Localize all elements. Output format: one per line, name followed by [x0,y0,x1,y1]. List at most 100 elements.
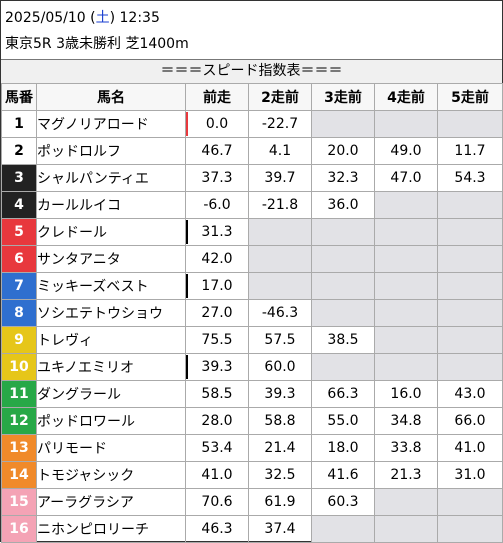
speed-index-value: 41.6 [327,467,359,483]
speed-index-value: 39.3 [264,386,296,402]
speed-index-value: 54.3 [454,170,486,186]
speed-index-value: 41.0 [201,467,233,483]
speed-index-cell [311,218,375,246]
speed-index-cell: 55.0 [311,407,375,435]
header-3-races-ago: 3走前 [311,83,375,111]
speed-index-value: 42.0 [201,251,233,267]
table-row: 16 ニホンピロリーチ 46.3 37.4 [1,515,503,543]
table-row: 11 ダングラール 58.5 39.3 66.3 16.0 43.0 [1,380,503,408]
horse-name-cell: シャルパンティエ [36,164,186,192]
speed-index-value: 20.0 [327,143,359,159]
table-row: 1 マグノリアロード 0.0 -22.7 [1,110,503,138]
speed-index-cell: 61.9 [248,488,312,516]
table-header-row: 馬番 馬名 前走 2走前 3走前 4走前 5走前 [1,83,503,111]
speed-index-cell: 39.3 [248,380,312,408]
table-row: 7 ミッキーズベスト 17.0 [1,272,503,300]
speed-index-cell [374,299,438,327]
umaban-cell: 12 [1,407,37,435]
header-4-races-ago: 4走前 [374,83,438,111]
speed-index-cell [437,515,503,543]
table-row: 13 パリモード 53.4 21.4 18.0 33.8 41.0 [1,434,503,462]
speed-index-cell [374,110,438,138]
table-row: 9 トレヴィ 75.5 57.5 38.5 [1,326,503,354]
speed-index-value: 53.4 [201,440,233,456]
speed-index-cell: 37.3 [185,164,249,192]
table-banner: ＝＝＝スピード指数表＝＝＝ [1,59,502,84]
speed-index-cell: 31.0 [437,461,503,489]
speed-index-cell: 46.7 [185,137,249,165]
speed-index-value: -46.3 [261,305,299,321]
horse-name-cell: ソシエテトウショウ [36,299,186,327]
date-text: 2025/05/10 ( [5,10,96,26]
speed-index-value: 66.0 [454,413,486,429]
umaban-cell: 10 [1,353,37,381]
umaban-cell: 4 [1,191,37,219]
speed-index-cell: 37.4 [248,515,312,543]
table-row: 14 トモジャシック 41.0 32.5 41.6 21.3 31.0 [1,461,503,489]
header-2-races-ago: 2走前 [248,83,312,111]
speed-index-value: 49.0 [390,143,422,159]
speed-index-value: 27.0 [201,305,233,321]
umaban-cell: 8 [1,299,37,327]
speed-index-value: 36.0 [327,197,359,213]
speed-index-cell: 0.0 [185,110,249,138]
speed-index-value: 32.3 [327,170,359,186]
speed-index-cell: 60.3 [311,488,375,516]
speed-index-value: 21.3 [390,467,422,483]
umaban-cell: 6 [1,245,37,273]
speed-index-cell [374,245,438,273]
speed-index-value: 31.3 [201,224,233,240]
speed-index-cell: -46.3 [248,299,312,327]
table-row: 15 アーラグラシア 70.6 61.9 60.3 [1,488,503,516]
speed-index-cell: 11.7 [437,137,503,165]
speed-index-cell: 41.0 [437,434,503,462]
speed-index-cell [248,218,312,246]
umaban-cell: 11 [1,380,37,408]
speed-index-cell [311,272,375,300]
speed-index-cell: 38.5 [311,326,375,354]
speed-index-cell: 4.1 [248,137,312,165]
speed-index-value: 47.0 [390,170,422,186]
speed-index-cell [311,245,375,273]
speed-index-cell: 70.6 [185,488,249,516]
speed-index-cell: 33.8 [374,434,438,462]
speed-index-cell [437,326,503,354]
umaban-cell: 3 [1,164,37,192]
speed-index-cell: 58.5 [185,380,249,408]
horse-name-cell: ミッキーズベスト [36,272,186,300]
speed-index-cell: 21.3 [374,461,438,489]
speed-index-cell [437,110,503,138]
umaban-cell: 14 [1,461,37,489]
speed-index-cell: 46.3 [185,515,249,543]
weekday-text: 土 [95,10,110,26]
speed-index-value: 46.3 [201,521,233,537]
speed-index-cell: 21.4 [248,434,312,462]
horse-name-cell: ポッドロルフ [36,137,186,165]
umaban-cell: 15 [1,488,37,516]
speed-index-value: 61.9 [264,494,296,510]
speed-index-cell: 17.0 [185,272,249,300]
speed-index-cell [311,515,375,543]
table-row: 4 カールルイコ -6.0 -21.8 36.0 [1,191,503,219]
race-datetime: 2025/05/10 (土) 12:35 [5,7,160,27]
horse-name-cell: アーラグラシア [36,488,186,516]
header-umaban: 馬番 [1,83,37,111]
speed-index-cell: 53.4 [185,434,249,462]
speed-index-value: 28.0 [201,413,233,429]
speed-index-cell: 18.0 [311,434,375,462]
speed-index-cell [437,353,503,381]
speed-index-cell: 32.3 [311,164,375,192]
speed-index-value: 33.8 [390,440,422,456]
umaban-cell: 2 [1,137,37,165]
speed-index-value: 4.1 [268,143,292,159]
speed-index-value: 38.5 [327,332,359,348]
speed-index-value: 75.5 [201,332,233,348]
speed-index-value: 18.0 [327,440,359,456]
speed-index-cell: 41.0 [185,461,249,489]
horse-name-cell: ニホンピロリーチ [36,515,186,543]
speed-index-cell: 39.3 [185,353,249,381]
speed-index-value: 21.4 [264,440,296,456]
header-last-race: 前走 [185,83,249,111]
speed-index-cell [374,353,438,381]
